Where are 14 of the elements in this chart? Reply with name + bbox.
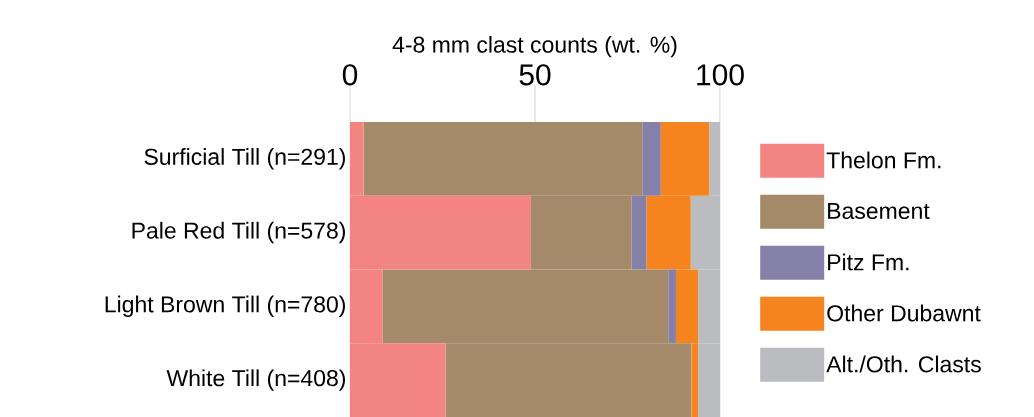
x-tick-label: 50	[519, 64, 551, 86]
x-axis-title: 4-8 mm clast counts (wt. %)	[392, 35, 677, 58]
legend-label: Other Dubawnt	[827, 304, 981, 322]
y-tick-label: White Till (n=408)	[166, 369, 346, 391]
y-tick-label: Light Brown Till (n=780)	[105, 295, 345, 318]
legend-label: Alt./Oth. Clasts	[826, 355, 981, 373]
legend-label: Thelon Fm.	[826, 151, 941, 169]
legend-label: Basement	[828, 202, 930, 220]
bar	[668, 269, 676, 344]
x-tick-label: 0	[342, 64, 358, 86]
y-tick-label: Pale Red Till (n=578)	[132, 221, 345, 244]
x-tick-label: 100	[697, 64, 744, 86]
y-tick-label: Surficial Till (n=291)	[144, 148, 345, 170]
legend-label: Pitz Fm.	[828, 253, 909, 271]
